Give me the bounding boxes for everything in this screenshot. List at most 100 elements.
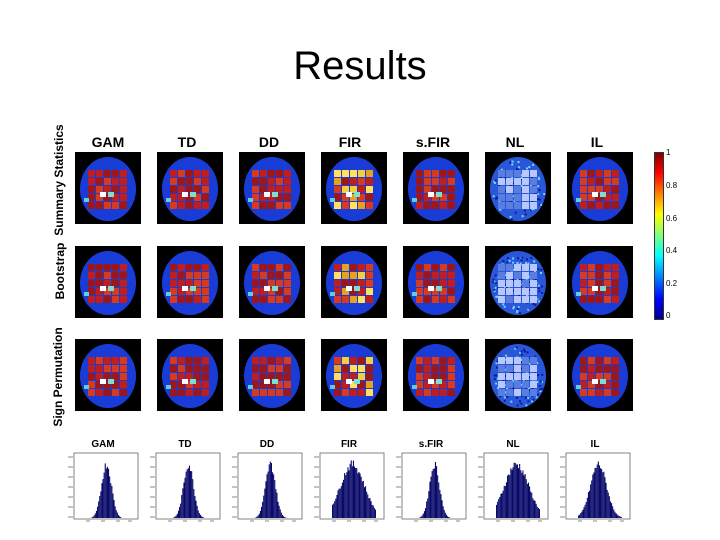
activation-cell [334,202,341,209]
activation-cell [498,178,505,185]
activation-cell [260,264,267,271]
histogram-bar [278,505,280,518]
activation-cell [334,272,341,279]
activation-cell [506,288,513,295]
activation-cell [604,272,611,279]
activation-cell [366,365,373,372]
noise-speck [493,180,496,183]
brain-panel-svg [239,246,305,318]
activation-cell [530,202,537,209]
noise-speck [512,257,515,260]
activation-cell [350,365,357,372]
activation-cell [166,385,171,389]
noise-speck [493,374,496,377]
activation-cell [170,264,177,271]
activation-cell [498,272,505,279]
noise-speck [495,382,498,385]
noise-speck [503,399,506,402]
activation-cell [448,186,455,193]
noise-speck [494,181,496,184]
activation-cell [194,365,201,372]
activation-cell [530,280,537,287]
activation-cell [498,186,505,193]
noise-speck [493,280,496,283]
noise-speck [510,400,513,403]
noise-speck [539,390,542,393]
noise-speck [520,177,523,179]
activation-cell [88,381,95,388]
noise-speck [541,292,544,294]
col-label-td: TD [177,134,197,150]
activation-cell [88,194,95,201]
activation-cell [276,194,283,201]
activation-cell [268,357,275,364]
activation-cell [522,202,529,209]
activation-cell [604,296,611,303]
brain-panel-gam-2 [75,246,141,318]
histogram-bar [498,498,500,518]
noise-speck [527,400,530,403]
activation-cell [96,170,103,177]
activation-cell [194,381,201,388]
noise-speck [517,306,520,309]
activation-cell [436,192,442,197]
noise-speck [536,192,538,195]
activation-cell [432,280,439,287]
activation-cell [580,178,587,185]
activation-cell [170,272,177,279]
histogram-bar [449,517,451,518]
activation-cell [252,264,259,271]
histogram-title: GAM [91,439,115,450]
activation-cell [498,264,505,271]
histogram-bar [447,516,449,518]
activation-cell [104,186,111,193]
histogram-bar [283,516,285,518]
noise-speck [537,193,540,196]
activation-cell [506,280,513,287]
activation-cell [424,296,431,303]
activation-cell [514,170,521,177]
activation-cell [268,373,275,380]
activation-cell [120,365,127,372]
noise-speck [531,200,534,203]
histogram-bar [441,500,443,518]
activation-cell [334,381,341,388]
activation-cell [342,365,349,372]
brain-panel-svg [157,246,223,318]
activation-cell [366,202,373,209]
noise-speck [539,380,542,383]
histogram-bar [597,461,599,518]
activation-cell [334,194,341,201]
histogram-bar [119,516,121,518]
histogram-bar [112,493,114,518]
activation-cell [358,389,365,396]
activation-cell [96,296,103,303]
activation-cell [448,288,455,295]
activation-cell [612,280,619,287]
histogram-bar [595,467,597,518]
activation-cell [96,381,103,388]
activation-cell [366,296,373,303]
brain-panel-td-3 [157,339,223,411]
noise-speck [511,163,514,166]
histogram-bar [519,464,521,518]
activation-cell [530,194,537,201]
activation-cell [342,373,349,380]
activation-cell [88,202,95,209]
activation-cell [416,381,423,388]
activation-cell [334,373,341,380]
activation-cell [120,186,127,193]
noise-speck [522,348,525,351]
histogram-bar [201,516,203,518]
activation-cell [522,288,529,295]
histogram-bar [584,504,586,518]
activation-cell [522,357,529,364]
activation-cell [170,186,177,193]
activation-cell [350,288,357,295]
row-label-bootstrap: Bootstrap [53,242,67,300]
noise-speck [494,274,497,277]
activation-cell [342,389,349,396]
brain-panel-svg [485,152,551,224]
noise-speck [504,391,507,394]
histogram-bar [361,481,363,518]
